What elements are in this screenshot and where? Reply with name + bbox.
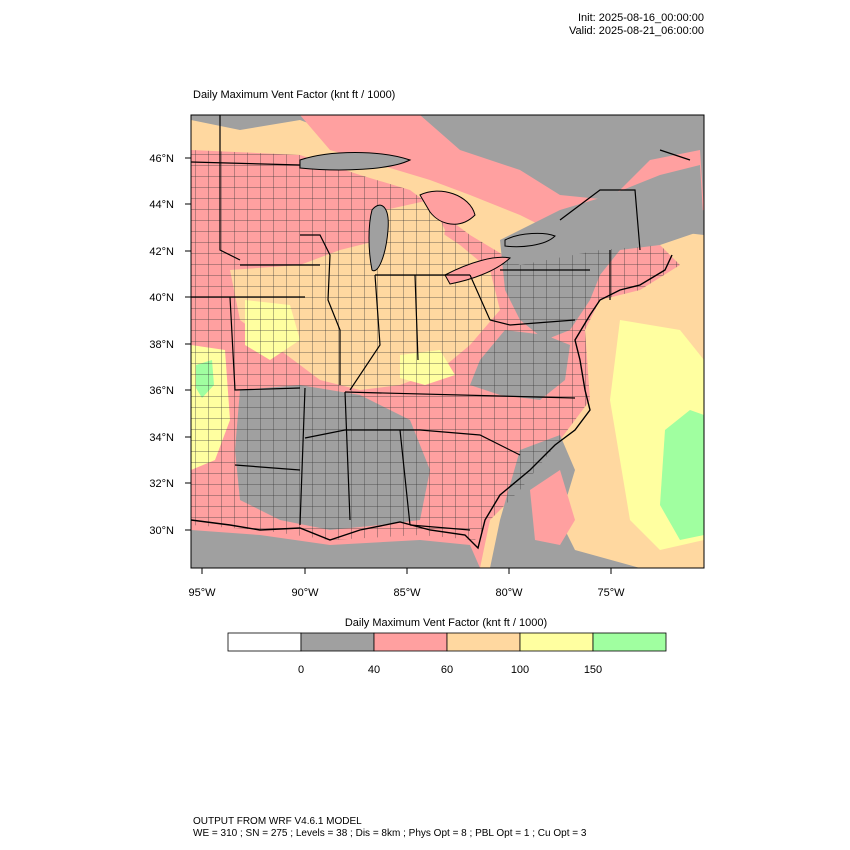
run-info: Init: 2025-08-16_00:00:00 Valid: 2025-08… [569, 12, 704, 38]
lat-label: 44°N [149, 199, 174, 211]
lat-label: 30°N [149, 525, 174, 537]
lat-label: 34°N [149, 432, 174, 444]
lake-superior [299, 152, 412, 171]
lon-labels: 95°W 90°W 85°W 80°W 75°W [188, 587, 625, 599]
lake-michigan [368, 204, 389, 272]
lon-label: 80°W [495, 587, 523, 599]
colorbar-label: 100 [511, 664, 529, 676]
state-borders [191, 115, 691, 531]
model-version: OUTPUT FROM WRF V4.6.1 MODEL [193, 816, 362, 827]
model-info: OUTPUT FROM WRF V4.6.1 MODEL WE = 310 ; … [193, 816, 586, 840]
lat-label: 38°N [149, 339, 174, 351]
colorbar-bin [373, 632, 448, 652]
colorbar-bin [446, 632, 521, 652]
lake-ontario [504, 232, 556, 248]
colorbar-label: 150 [584, 664, 602, 676]
field-offshore-highest [660, 410, 704, 540]
lake-huron [419, 190, 476, 225]
colorbar-label: 0 [298, 664, 304, 676]
lat-label: 40°N [149, 292, 174, 304]
map-field [191, 115, 704, 568]
colorbar [227, 632, 667, 652]
colorbar-label: 40 [368, 664, 380, 676]
field-atlantic-mid [530, 470, 575, 545]
colorbar-title: Daily Maximum Vent Factor (knt ft / 1000… [345, 617, 547, 629]
init-time: Init: 2025-08-16_00:00:00 [578, 12, 704, 24]
lat-label: 32°N [149, 478, 174, 490]
valid-time: Valid: 2025-08-21_06:00:00 [569, 25, 704, 37]
colorbar-label: 60 [441, 664, 453, 676]
lon-ticks [201, 568, 612, 574]
map-frame [190, 114, 705, 569]
lon-label: 75°W [597, 587, 625, 599]
colorbar-bin [592, 632, 667, 652]
lat-labels: 46°N 44°N 42°N 40°N 38°N 36°N 34°N 32°N … [149, 153, 174, 537]
map-title: Daily Maximum Vent Factor (knt ft / 1000… [193, 89, 396, 101]
lon-label: 95°W [188, 587, 216, 599]
lon-label: 85°W [393, 587, 421, 599]
lake-erie [444, 256, 512, 285]
model-config: WE = 310 ; SN = 275 ; Levels = 38 ; Dis … [193, 828, 587, 839]
lat-label: 36°N [149, 385, 174, 397]
colorbar-labels: 0 40 60 100 150 [298, 664, 602, 676]
colorbar-bin [519, 632, 594, 652]
colorbar-bin [227, 632, 302, 652]
lat-label: 46°N [149, 153, 174, 165]
lat-ticks [185, 157, 191, 531]
coastline [191, 254, 673, 550]
colorbar-bin [300, 632, 375, 652]
lat-label: 42°N [149, 246, 174, 258]
lon-label: 90°W [291, 587, 319, 599]
field-gulf-low [191, 530, 480, 568]
